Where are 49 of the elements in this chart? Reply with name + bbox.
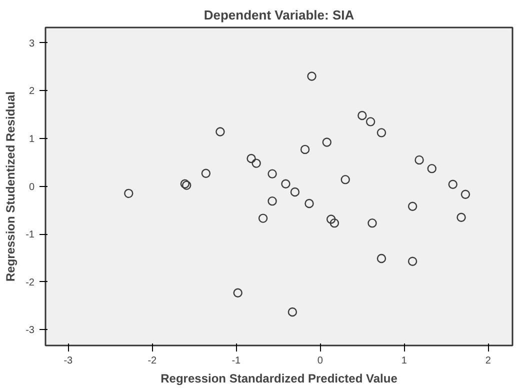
point: [288, 307, 298, 317]
x-tick-label: -1: [232, 356, 242, 366]
y-tick-label: -3: [26, 325, 35, 336]
y-axis-title: Regression Studentized Residual: [4, 91, 18, 282]
point: [340, 174, 350, 184]
x-tick-label: 2: [485, 356, 492, 366]
y-tick-label: 1: [28, 134, 35, 145]
x-axis-title: Regression Standardized Predicted Value: [160, 372, 398, 386]
point: [427, 164, 436, 174]
point: [376, 254, 386, 264]
y-tick-label: 3: [28, 38, 35, 50]
point: [252, 158, 261, 168]
point: [322, 138, 332, 147]
point: [290, 187, 300, 197]
chart-title: Dependent Variable: SIA: [204, 8, 355, 22]
point: [460, 190, 470, 199]
y-tick-label: 0: [28, 182, 35, 193]
x-tick-label: 0: [317, 356, 324, 366]
point: [180, 179, 190, 188]
point: [330, 218, 340, 228]
point: [307, 72, 316, 81]
x-tick-label: -2: [148, 356, 158, 366]
point: [201, 168, 211, 178]
point: [182, 180, 192, 190]
point: [216, 127, 225, 136]
point: [124, 188, 134, 198]
point: [366, 117, 376, 126]
point: [456, 212, 466, 222]
point: [268, 196, 277, 206]
y-tick-label: -1: [26, 230, 35, 241]
point: [246, 154, 256, 164]
point: [408, 256, 418, 266]
point: [304, 198, 314, 208]
x-tick-label: -3: [64, 356, 74, 366]
x-tick-label: 1: [401, 356, 408, 366]
point: [268, 169, 277, 178]
point: [358, 110, 367, 120]
point: [258, 214, 268, 223]
point: [300, 144, 310, 154]
point: [448, 180, 458, 189]
point: [233, 288, 242, 298]
point: [376, 128, 386, 138]
y-tick-label: 2: [28, 86, 35, 98]
point: [368, 218, 377, 228]
y-tick-label: -2: [26, 277, 35, 288]
point: [281, 179, 290, 188]
point: [414, 155, 424, 165]
point: [326, 214, 336, 224]
point: [408, 202, 418, 211]
